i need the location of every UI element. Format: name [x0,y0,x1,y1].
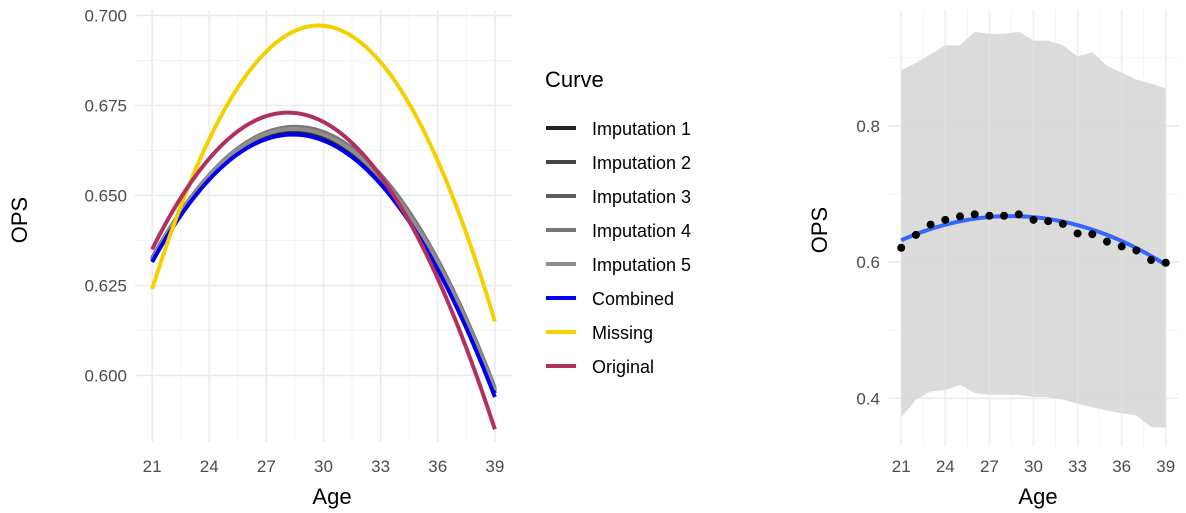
legend-title: Curve [545,67,604,92]
left-x-tick-label: 24 [200,457,219,476]
right-x-tick-label: 36 [1112,457,1131,476]
left-y-tick-label: 0.600 [84,366,127,385]
data-point [1000,211,1009,220]
data-point [1058,219,1067,228]
data-point [1117,242,1126,251]
data-point [1073,229,1082,238]
right-y-tick-label: 0.4 [856,389,880,408]
left-gridlines [135,10,512,442]
data-point [926,220,935,229]
left-x-axis-title: Age [312,484,351,509]
legend-label-original: Original [592,357,654,377]
legend-entries: Imputation 1 Imputation 2 Imputation 3 Impu… [546,119,691,377]
series-line-original [150,110,497,431]
left-chart-panel: 21 24 27 30 33 36 39 0.600 0.625 0.650 0.675 0.700… [7,6,512,509]
left-x-tick-label: 33 [371,457,390,476]
legend-label-imputation-2: Imputation 2 [592,153,691,173]
data-point [1147,256,1156,265]
data-point [956,212,965,221]
series-line-missing [150,23,497,322]
right-x-tick-label: 27 [980,457,999,476]
legend-label-combined: Combined [592,289,674,309]
data-point [1029,215,1038,224]
right-y-axis-title: OPS [807,207,832,253]
legend-label-imputation-1: Imputation 1 [592,119,691,139]
data-point [897,243,906,252]
data-point [1161,258,1170,267]
right-y-tick-labels: 0.4 0.6 0.8 [856,117,880,409]
right-x-axis-title: Age [1018,484,1057,509]
left-y-tick-label: 0.650 [84,186,127,205]
left-y-tick-label: 0.700 [84,6,127,25]
right-x-tick-label: 33 [1068,457,1087,476]
data-point [1132,246,1141,255]
data-point [985,211,994,220]
right-data-points [897,210,1170,267]
right-x-tick-label: 24 [936,457,955,476]
right-y-tick-label: 0.8 [856,117,880,136]
right-chart-panel: 21 24 27 30 33 36 39 0.4 0.6 0.8 Age OPS [807,10,1179,509]
data-point [1102,237,1111,246]
left-x-tick-label: 30 [314,457,333,476]
left-x-tick-label: 36 [428,457,447,476]
data-point [1044,217,1053,226]
data-point [911,230,920,239]
series-line-combined [150,132,497,398]
data-point [1088,230,1097,239]
data-point [941,215,950,224]
left-y-tick-labels: 0.600 0.625 0.650 0.675 0.700 [84,6,127,385]
legend-label-imputation-3: Imputation 3 [592,187,691,207]
left-series-lines [150,23,497,431]
left-y-tick-label: 0.625 [84,276,127,295]
legend-label-imputation-5: Imputation 5 [592,255,691,275]
left-y-tick-label: 0.675 [84,96,127,115]
right-y-tick-label: 0.6 [856,253,880,272]
right-x-tick-label: 39 [1156,457,1175,476]
series-line-imputation-5 [150,126,497,392]
right-confidence-band [900,10,1167,446]
confidence-band-area [901,31,1166,428]
data-point [1014,210,1023,219]
right-x-tick-label: 21 [892,457,911,476]
legend-label-missing: Missing [592,323,653,343]
legend-label-imputation-4: Imputation 4 [592,221,691,241]
data-point [970,210,979,219]
left-x-tick-labels: 21 24 27 30 33 36 39 [143,457,505,476]
right-x-tick-labels: 21 24 27 30 33 36 39 [892,457,1175,476]
left-y-axis-title: OPS [7,197,32,243]
right-x-tick-label: 30 [1024,457,1043,476]
left-x-tick-label: 39 [485,457,504,476]
left-x-tick-label: 27 [257,457,276,476]
left-x-tick-label: 21 [143,457,162,476]
